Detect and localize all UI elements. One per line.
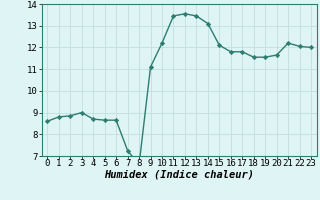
X-axis label: Humidex (Indice chaleur): Humidex (Indice chaleur) (104, 169, 254, 179)
